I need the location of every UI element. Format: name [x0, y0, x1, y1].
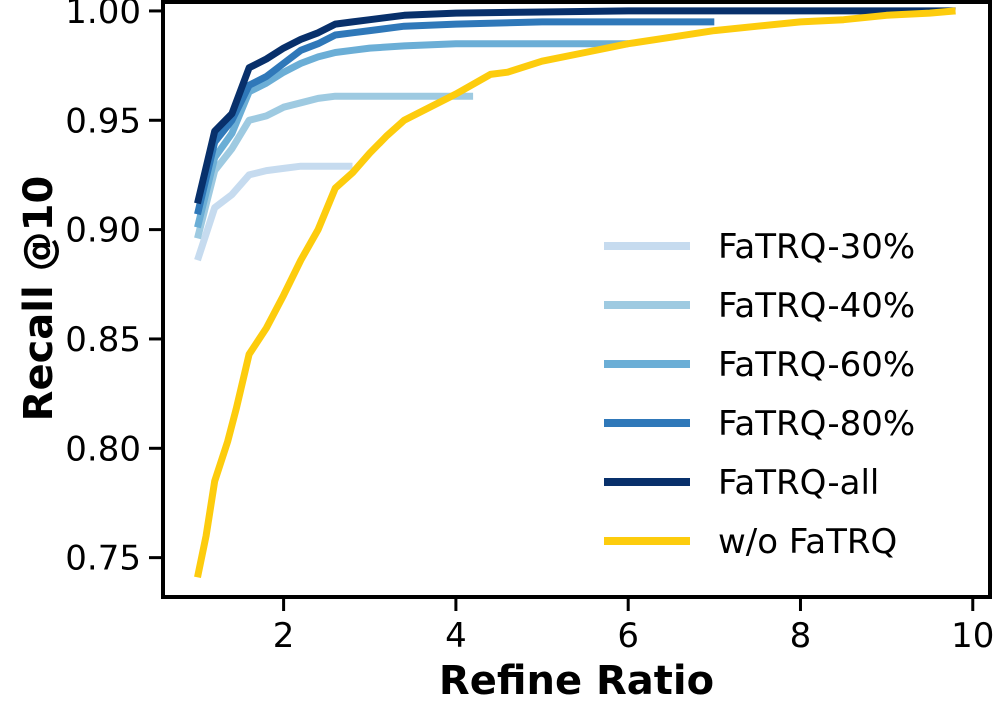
series-line-fatrq-80	[194, 18, 715, 216]
x-ticks: 2 4 6 8 10	[273, 597, 994, 656]
legend-label-fatrq-40: FaTRQ-40%	[718, 286, 915, 326]
axes-layer	[161, 0, 992, 599]
legend: FaTRQ-30% FaTRQ-40% FaTRQ-60% FaTRQ-80% FaTR…	[604, 227, 915, 562]
x-tick-label: 4	[445, 616, 467, 656]
series-line-fatrq-30	[194, 162, 353, 262]
y-tick-label: 0.75	[65, 539, 141, 579]
y-tick-label: 0.85	[65, 320, 141, 360]
legend-label-fatrq-60: FaTRQ-60%	[718, 345, 915, 385]
y-ticks: 0.75 0.80 0.85 0.90 0.95 1.00	[65, 0, 163, 579]
series-line-w-o-fatrq	[194, 7, 956, 579]
legend-label-fatrq-30: FaTRQ-30%	[718, 227, 915, 267]
y-tick-label: 0.90	[65, 211, 141, 251]
x-tick-label: 6	[617, 616, 639, 656]
x-tick-label: 2	[273, 616, 295, 656]
legend-label-fatrq-all: FaTRQ-all	[718, 463, 879, 503]
series-line-fatrq-40	[194, 92, 474, 240]
legend-label-w-o-fatrq: w/o FaTRQ	[718, 522, 897, 562]
series-layer	[194, 7, 956, 579]
x-axis-title: Refine Ratio	[439, 658, 714, 704]
series-line-fatrq-all	[194, 7, 956, 205]
legend-label-fatrq-80: FaTRQ-80%	[718, 404, 915, 444]
x-tick-label: 10	[951, 616, 994, 656]
y-tick-label: 1.00	[65, 0, 141, 32]
x-tick-label: 8	[790, 616, 812, 656]
series-line-fatrq-60	[194, 40, 629, 229]
plot-frame	[161, 0, 992, 599]
y-tick-label: 0.80	[65, 429, 141, 469]
y-axis-title: Recall @10	[16, 176, 62, 422]
y-tick-label: 0.95	[65, 101, 141, 141]
